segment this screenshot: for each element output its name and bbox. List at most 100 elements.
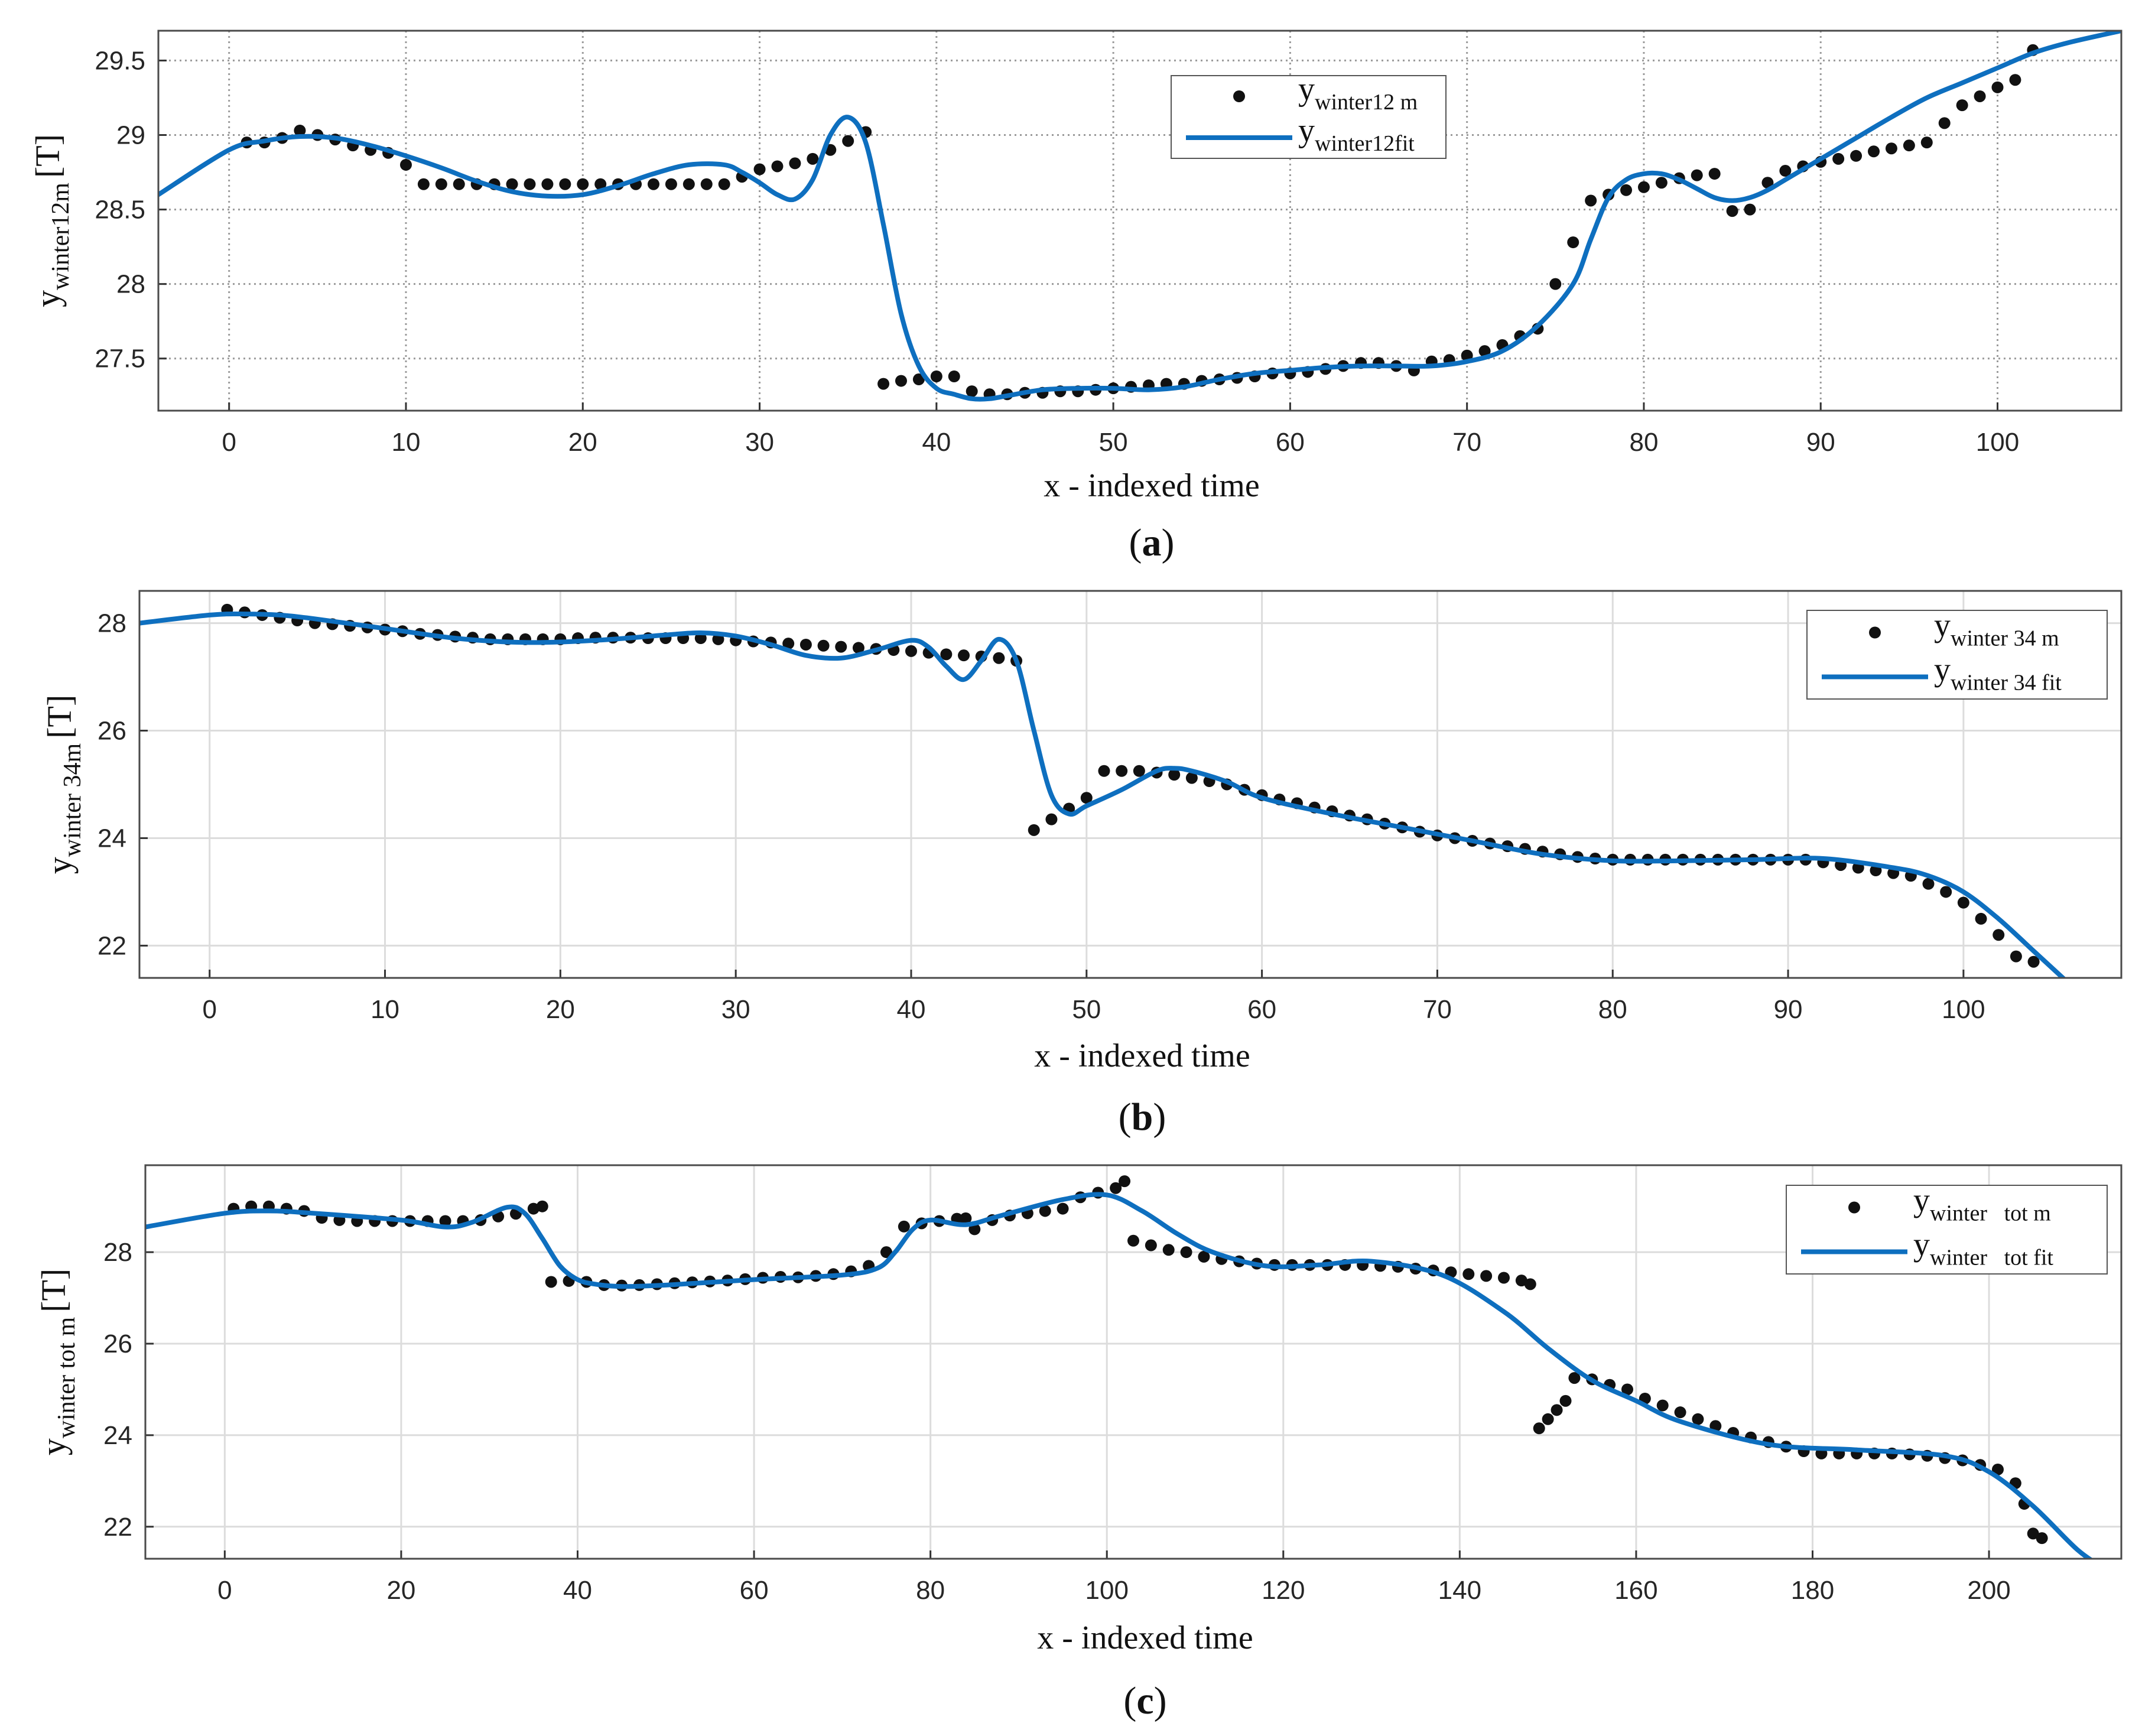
data-point xyxy=(1098,765,1110,777)
data-point xyxy=(1744,203,1756,216)
series-fit-line xyxy=(139,612,2067,978)
legend-label: ywinter12fit xyxy=(1298,112,1415,156)
data-point xyxy=(647,178,659,190)
chart-a: 0 10 20 30 40 50 60 70 80 90 10027.52828.52929.5yw… xyxy=(28,30,2123,564)
data-point xyxy=(771,160,784,173)
data-point xyxy=(948,370,960,383)
data-point xyxy=(1922,877,1935,890)
data-point xyxy=(399,158,412,171)
data-point xyxy=(1637,181,1650,193)
data-point xyxy=(1145,1239,1157,1251)
x-tick-label: 180 xyxy=(1791,1576,1834,1605)
x-tick-label: 60 xyxy=(1276,428,1305,457)
data-point xyxy=(2036,1532,2048,1545)
series-measured xyxy=(240,44,2039,401)
data-point xyxy=(1656,1399,1669,1412)
x-tick-label: 90 xyxy=(1774,995,1803,1024)
data-point xyxy=(1185,772,1198,784)
x-tick-label: 60 xyxy=(1247,995,1276,1024)
data-point xyxy=(1028,824,1040,836)
y-axis-label-sub: winter12m xyxy=(47,183,74,290)
data-point xyxy=(1691,169,1703,181)
data-point xyxy=(807,152,819,165)
series-measured xyxy=(227,1175,2048,1545)
data-point xyxy=(930,370,942,383)
data-point xyxy=(912,373,925,386)
data-point xyxy=(1674,1406,1686,1419)
data-point xyxy=(1885,142,1897,155)
legend-label: ywinter tot m xyxy=(1913,1182,2051,1226)
legend-box xyxy=(1806,610,2108,700)
data-point xyxy=(1568,1372,1581,1384)
data-point xyxy=(1692,1413,1704,1425)
data-point xyxy=(1542,1413,1554,1425)
data-point xyxy=(294,124,306,136)
y-tick-label: 26 xyxy=(97,717,126,746)
data-point xyxy=(594,178,607,190)
y-axis-label: ywinter 34m [T] xyxy=(40,695,86,874)
x-tick-label: 100 xyxy=(1085,1576,1129,1605)
legend-label: ywinter12 m xyxy=(1298,71,1418,115)
data-point xyxy=(877,378,890,390)
data-point xyxy=(453,178,465,190)
data-point xyxy=(439,1215,451,1227)
data-point xyxy=(2027,955,2040,968)
legend-label-sub: winter tot m xyxy=(1930,1201,2051,1226)
x-tick-label: 90 xyxy=(1806,428,1835,457)
y-tick-label: 24 xyxy=(97,824,126,853)
y-axis-label-unit: [T] xyxy=(40,695,79,739)
data-point xyxy=(1991,81,2004,93)
data-point xyxy=(1621,1383,1633,1396)
data-point xyxy=(559,178,571,190)
x-axis-label: x - indexed time xyxy=(1044,467,1259,504)
legend-label-main: y xyxy=(1913,1227,1930,1263)
panel-caption: (c) xyxy=(1123,1679,1166,1722)
data-point xyxy=(1920,136,1933,149)
x-tick-label: 200 xyxy=(1967,1576,2010,1605)
x-tick-label: 60 xyxy=(740,1576,769,1605)
data-point xyxy=(1956,99,1968,112)
data-point xyxy=(1868,145,1880,158)
data-point xyxy=(1726,205,1738,217)
data-point xyxy=(1198,1250,1210,1263)
data-point xyxy=(782,638,795,650)
legend-marker xyxy=(1848,1201,1860,1214)
chart-c: 0 20 40 60 80 100 120 140 160 180 20022242628ywint… xyxy=(34,1164,2123,1722)
x-axis-label: x - indexed time xyxy=(1037,1620,1253,1656)
y-tick-label: 29 xyxy=(116,121,145,150)
data-point xyxy=(1585,194,1597,207)
x-tick-label: 10 xyxy=(370,995,399,1024)
data-point xyxy=(1992,1463,2004,1475)
data-point xyxy=(1559,1394,1572,1407)
caption-close: ) xyxy=(1154,1679,1167,1722)
y-axis-label-main: y xyxy=(34,1438,73,1455)
data-point xyxy=(1524,1278,1536,1290)
data-point xyxy=(835,641,847,653)
y-tick-label: 28 xyxy=(103,1238,132,1267)
data-point xyxy=(417,178,430,190)
data-point xyxy=(1938,117,1951,129)
data-point xyxy=(1832,152,1845,165)
x-tick-label: 160 xyxy=(1614,1576,1657,1605)
caption-letter: c xyxy=(1136,1679,1153,1722)
data-point xyxy=(2027,1527,2039,1540)
data-point xyxy=(577,178,589,190)
y-axis-label-sub: winter tot m xyxy=(53,1317,80,1439)
y-axis-label: ywinter tot m [T] xyxy=(34,1269,80,1455)
caption-close: ) xyxy=(1162,521,1175,564)
data-point xyxy=(1116,765,1128,777)
data-point xyxy=(1940,886,1952,898)
data-point xyxy=(1162,1244,1175,1256)
legend-label-sub: winter12fit xyxy=(1315,131,1415,156)
panel-caption: (a) xyxy=(1129,521,1175,564)
series-fit-line xyxy=(158,31,2121,402)
x-tick-label: 0 xyxy=(202,995,216,1024)
legend-label-main: y xyxy=(1913,1182,1930,1219)
data-point xyxy=(1957,896,1969,909)
x-tick-label: 30 xyxy=(745,428,774,457)
data-point xyxy=(435,178,447,190)
x-tick-label: 40 xyxy=(922,428,951,457)
data-point xyxy=(700,178,713,190)
x-tick-label: 20 xyxy=(568,428,597,457)
